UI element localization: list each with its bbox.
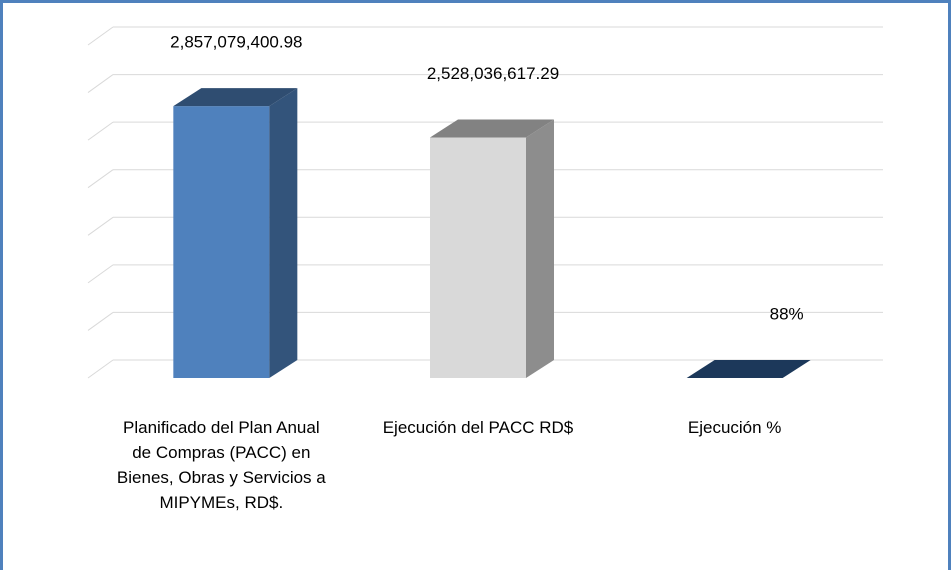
x-tick-label: Ejecución del PACC RD$: [382, 418, 574, 437]
data-label: 88%: [770, 304, 804, 323]
data-label: 2,857,079,400.98: [170, 33, 302, 52]
bar-side: [269, 88, 298, 378]
data-label: 2,528,036,617.29: [427, 64, 559, 83]
grid-line: [87, 312, 114, 331]
grid-line: [87, 359, 114, 379]
bar-side: [526, 119, 554, 378]
bar: [430, 119, 554, 378]
bar-top: [173, 88, 298, 107]
grid-line: [87, 121, 114, 141]
bar: [173, 88, 298, 378]
grid-line: [87, 74, 114, 93]
bar-front: [430, 137, 526, 378]
grid-line: [87, 264, 114, 284]
bar: [686, 360, 811, 378]
bar-top: [430, 119, 554, 138]
x-tick-label: Planificado del Plan Anual de Compras (P…: [116, 418, 326, 512]
grid-line: [87, 26, 114, 46]
grid-line: [87, 169, 114, 189]
bar-top: [686, 360, 811, 378]
plot: 2,857,079,400.98 2,528,036,617.29 88%: [87, 26, 883, 379]
bar-front: [173, 106, 270, 378]
grid-line: [87, 216, 114, 236]
x-tick-label: Ejecución %: [687, 418, 782, 437]
